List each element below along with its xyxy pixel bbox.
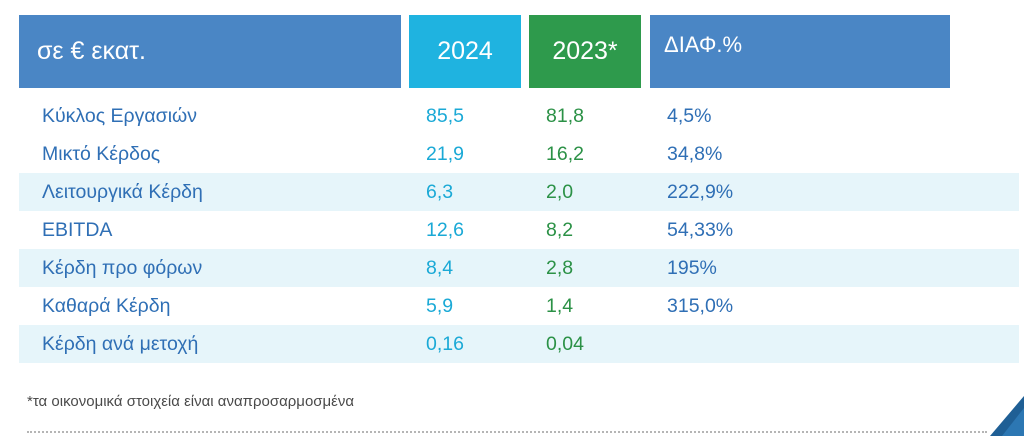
value-2023: 16,2	[546, 143, 584, 165]
value-2024: 85,5	[426, 105, 464, 127]
table-row: EBITDA 12,6 8,2 54,33%	[19, 211, 1019, 249]
row-label: Λειτουργικά Κέρδη	[42, 181, 203, 203]
table-row: Κύκλος Εργασιών 85,5 81,8 4,5%	[19, 97, 1019, 135]
value-2023: 8,2	[546, 219, 574, 241]
value-diff: 4,5%	[667, 105, 712, 127]
row-label: Κέρδη ανά μετοχή	[42, 333, 199, 355]
value-2024: 12,6	[426, 219, 464, 241]
table-row: Κέρδη ανά μετοχή 0,16 0,04	[19, 325, 1019, 363]
table-body: Κύκλος Εργασιών 85,5 81,8 4,5% Μικτό Κέρ…	[19, 97, 1019, 363]
header-diff-cell: ΔΙΑΦ.%	[650, 15, 950, 88]
value-2023: 2,0	[546, 181, 574, 203]
header-2024-cell: 2024	[409, 15, 521, 88]
value-diff: 54,33%	[667, 219, 734, 241]
row-label: Κέρδη προ φόρων	[42, 257, 203, 279]
corner-decoration-icon	[990, 396, 1024, 436]
value-diff: 34,8%	[667, 143, 723, 165]
table-row: Καθαρά Κέρδη 5,9 1,4 315,0%	[19, 287, 1019, 325]
header-label-cell: σε € εκατ.	[19, 15, 401, 88]
header-label: σε € εκατ.	[37, 37, 146, 65]
value-2024: 0,16	[426, 333, 464, 355]
value-2023: 2,8	[546, 257, 574, 279]
table-row: Κέρδη προ φόρων 8,4 2,8 195%	[19, 249, 1019, 287]
table-row: Λειτουργικά Κέρδη 6,3 2,0 222,9%	[19, 173, 1019, 211]
row-label: EBITDA	[42, 219, 113, 241]
value-2023: 0,04	[546, 333, 584, 355]
value-diff: 315,0%	[667, 295, 734, 317]
footnote: *τα οικονομικά στοιχεία είναι αναπροσαρμ…	[27, 393, 355, 410]
value-diff: 195%	[667, 257, 717, 279]
value-2023: 1,4	[546, 295, 574, 317]
row-label: Μικτό Κέρδος	[42, 143, 161, 165]
table-row: Μικτό Κέρδος 21,9 16,2 34,8%	[19, 135, 1019, 173]
divider	[27, 431, 987, 433]
value-diff: 222,9%	[667, 181, 734, 203]
header-year-2024: 2024	[437, 37, 493, 65]
value-2024: 21,9	[426, 143, 464, 165]
header-year-2023: 2023*	[552, 37, 618, 65]
value-2024: 6,3	[426, 181, 454, 203]
value-2023: 81,8	[546, 105, 584, 127]
header-diff-percent: ΔΙΑΦ.%	[664, 32, 743, 57]
row-label: Καθαρά Κέρδη	[42, 295, 171, 317]
row-label: Κύκλος Εργασιών	[42, 105, 198, 127]
value-2024: 5,9	[426, 295, 454, 317]
header-2023-cell: 2023*	[529, 15, 641, 88]
value-2024: 8,4	[426, 257, 454, 279]
